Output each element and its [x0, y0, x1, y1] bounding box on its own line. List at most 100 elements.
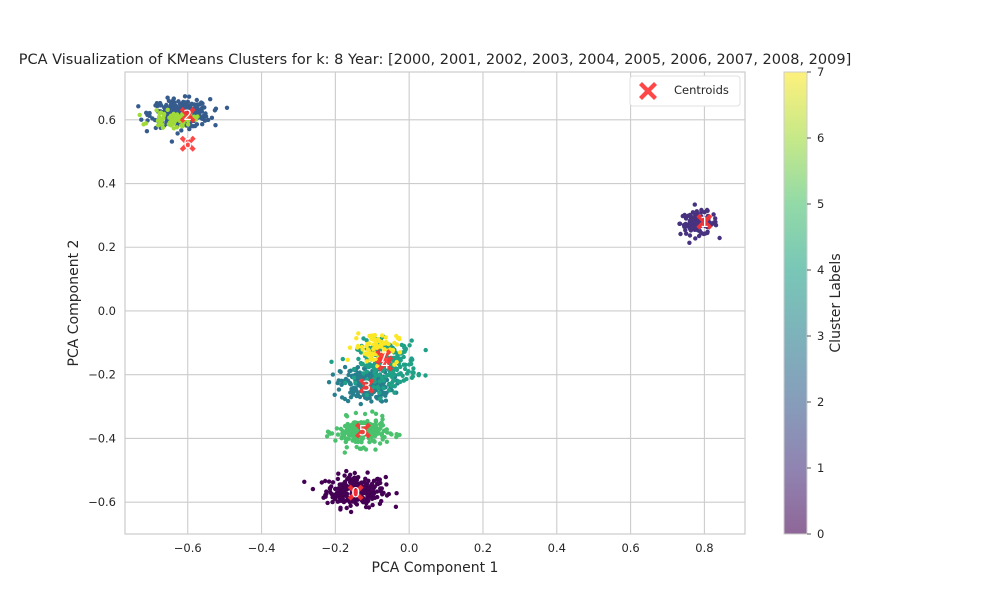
- cluster-7-point: [375, 363, 380, 369]
- cluster-5-point: [342, 450, 347, 455]
- cluster-3-point: [345, 398, 351, 404]
- cluster-0-point: [319, 480, 324, 485]
- cluster-7-point: [367, 341, 372, 346]
- cluster-7-point: [359, 344, 365, 350]
- cluster-3-point: [354, 393, 359, 399]
- cluster-0-point: [342, 479, 348, 484]
- centroid-markers: 0 1 2 34 5 6 7: [179, 107, 713, 502]
- cluster-4-point: [379, 375, 385, 380]
- y-tick-label: 0.4: [98, 177, 116, 191]
- cluster-4-point: [371, 385, 376, 390]
- centroid-label-7: 7: [379, 350, 388, 366]
- cluster-4-point: [406, 369, 411, 374]
- cluster-2-point: [158, 103, 163, 108]
- colorbar-tick-label: 5: [817, 197, 824, 211]
- cluster-5-point: [397, 432, 402, 438]
- cluster-0-point: [342, 473, 347, 478]
- colorbar-tick-label: 7: [817, 65, 824, 79]
- cluster-1-point: [683, 216, 689, 221]
- cluster-7-point: [392, 340, 397, 346]
- cluster-7-point: [356, 331, 361, 336]
- cluster-4-point: [364, 338, 369, 343]
- cluster-7-point: [371, 357, 376, 362]
- cluster-4-point: [377, 390, 382, 395]
- cluster-3-point: [383, 391, 388, 397]
- cluster-4-point: [386, 388, 392, 393]
- x-tick-label: −0.6: [174, 541, 202, 555]
- centroid-label-4: 4: [381, 357, 390, 373]
- cluster-4-point: [364, 377, 370, 382]
- cluster-6-point: [160, 125, 166, 130]
- cluster-0-point: [338, 507, 343, 512]
- cluster-4-point: [360, 361, 365, 367]
- cluster-2-point: [171, 96, 176, 101]
- cluster-3-point: [349, 386, 354, 392]
- centroid-label-6: 6: [183, 137, 192, 153]
- centroid-marker-5: [355, 422, 372, 439]
- cluster-0-point: [350, 476, 356, 482]
- cluster-0-point: [350, 481, 355, 487]
- cluster-2-point: [200, 122, 205, 127]
- cluster-6-point: [186, 118, 191, 124]
- centroid-marker-0: [347, 484, 364, 501]
- cluster-2-point: [194, 122, 200, 127]
- cluster-0-point: [369, 483, 374, 488]
- cluster-4-point: [351, 375, 357, 380]
- cluster-5-point: [343, 436, 348, 441]
- cluster-0-point: [335, 476, 341, 482]
- colorbar-tick-label: 2: [817, 395, 824, 409]
- cluster-1-point: [713, 216, 718, 221]
- cluster-0-point: [328, 490, 333, 495]
- cluster-1-point: [682, 224, 687, 229]
- cluster-5-point: [363, 447, 369, 452]
- cluster-0-point: [393, 504, 399, 509]
- y-tick-label: −0.2: [88, 368, 116, 382]
- cluster-7-point: [364, 359, 369, 364]
- cluster-2-point: [169, 139, 175, 144]
- cluster-5-point: [339, 436, 344, 441]
- cluster-4-point: [398, 364, 403, 370]
- legend-centroid-icon: [639, 82, 657, 100]
- cluster-5-point: [381, 428, 387, 434]
- cluster-1-point: [688, 221, 693, 226]
- cluster-0-point: [344, 468, 349, 474]
- cluster-0-point: [354, 502, 360, 507]
- cluster-2-point: [206, 117, 211, 123]
- cluster-4-point: [402, 349, 407, 354]
- cluster-0-point: [348, 503, 353, 508]
- cluster-7-point: [377, 339, 383, 344]
- cluster-0-point: [348, 509, 354, 515]
- cluster-1-point: [698, 229, 703, 234]
- cluster-2-point: [201, 113, 206, 119]
- grid-lines: [125, 72, 745, 534]
- cluster-5-point: [346, 436, 351, 441]
- cluster-4-point: [416, 373, 421, 378]
- colorbar-tick-label: 3: [817, 329, 824, 343]
- centroid-label-3: 3: [362, 379, 371, 395]
- cluster-4-point: [340, 356, 345, 362]
- cluster-0-point: [370, 495, 375, 501]
- cluster-0-point: [378, 480, 383, 486]
- cluster-0-point: [383, 474, 388, 480]
- cluster-1-point: [692, 202, 697, 207]
- cluster-6-point: [156, 114, 162, 120]
- cluster-2-point: [147, 113, 152, 119]
- cluster-0-point: [378, 486, 383, 491]
- cluster-5-point: [380, 413, 385, 419]
- cluster-1-point: [713, 223, 719, 228]
- centroid-label-5: 5: [359, 423, 368, 439]
- cluster-3-point: [337, 369, 342, 374]
- cluster-4-point: [364, 369, 369, 374]
- cluster-4-point: [409, 361, 414, 367]
- cluster-4-point: [353, 380, 358, 385]
- cluster-2-point: [200, 105, 205, 111]
- cluster-2-point: [224, 105, 230, 111]
- cluster-5-point: [388, 431, 393, 436]
- cluster-6-point: [157, 111, 162, 116]
- cluster-5-point: [333, 438, 338, 443]
- legend-box: [629, 75, 741, 107]
- cluster-0-point: [340, 496, 345, 501]
- cluster-6-point: [154, 108, 159, 113]
- centroid-marker-6: [179, 135, 196, 152]
